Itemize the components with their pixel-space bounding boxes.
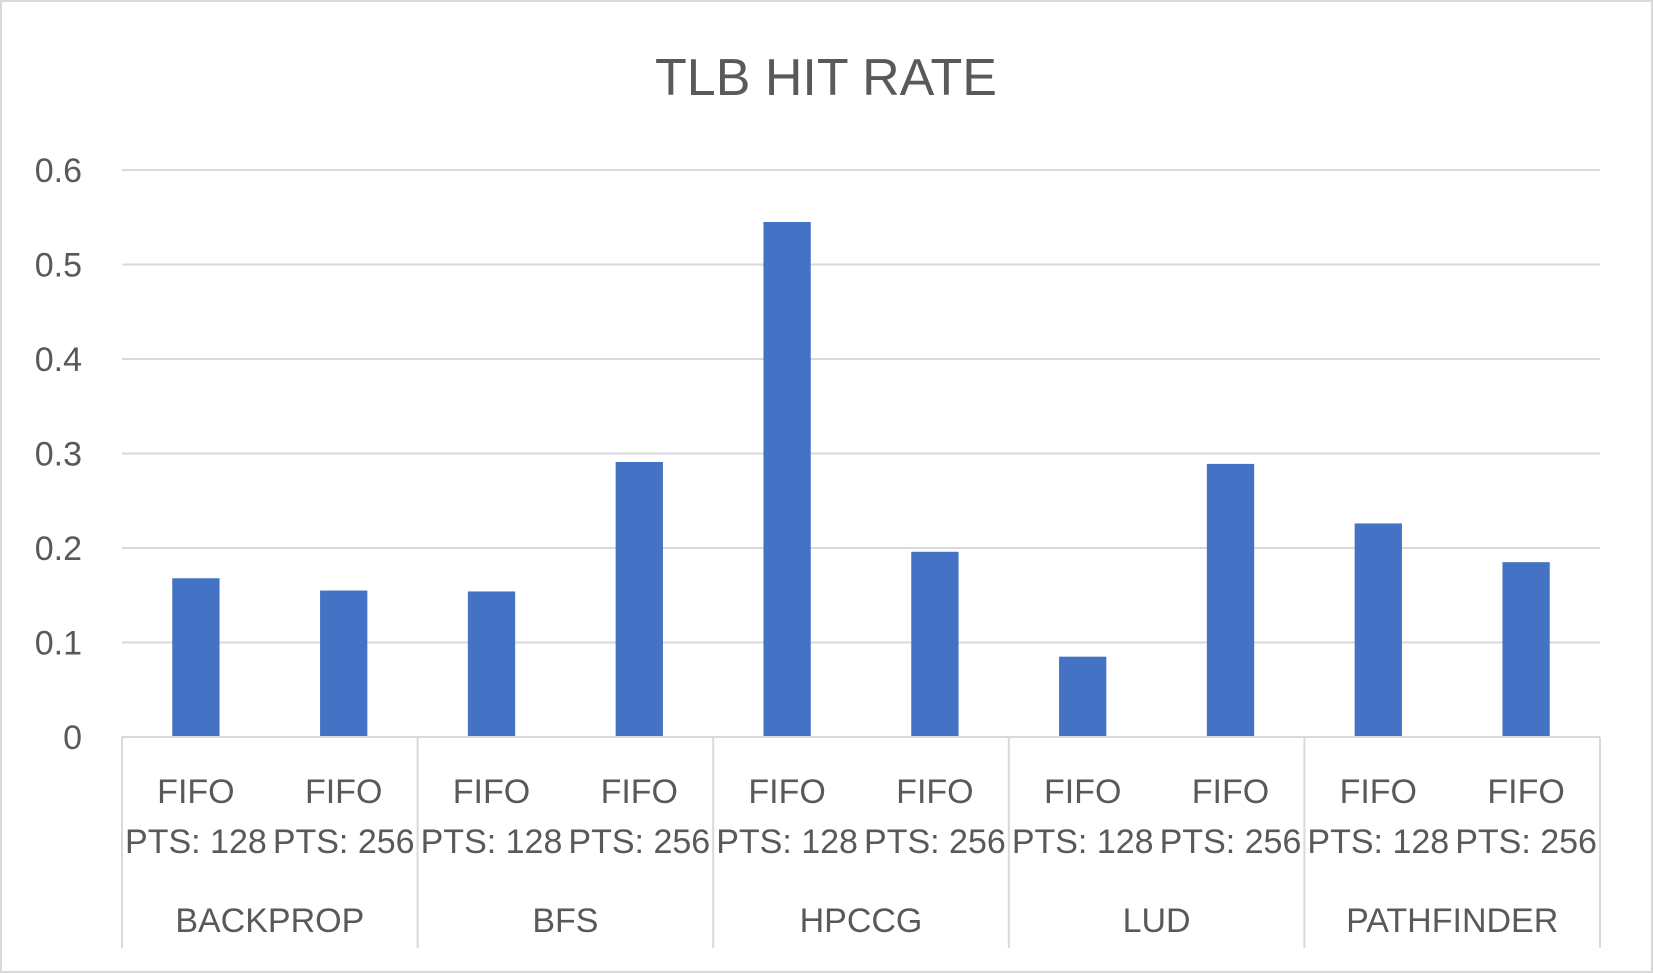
- bar: [1354, 523, 1402, 737]
- x-category-label: FIFO: [305, 773, 382, 811]
- x-category-label: PTS: 128: [1012, 823, 1154, 861]
- x-category-label: FIFO: [1192, 773, 1269, 811]
- bar: [615, 462, 663, 737]
- x-category-label: FIFO: [453, 773, 530, 811]
- x-group-label: BACKPROP: [175, 902, 364, 940]
- chart-title: TLB HIT RATE: [655, 49, 997, 107]
- x-group-label: PATHFINDER: [1346, 902, 1558, 940]
- gridlines: [122, 169, 1600, 644]
- bar: [911, 551, 959, 737]
- bar: [1502, 562, 1550, 737]
- bar: [1059, 656, 1107, 737]
- x-category-label: PTS: 128: [1307, 823, 1449, 861]
- x-group-label: HPCCG: [800, 902, 923, 940]
- x-category-label: FIFO: [748, 773, 825, 811]
- x-category-label: PTS: 256: [1160, 823, 1302, 861]
- x-category-label: PTS: 128: [421, 823, 563, 861]
- y-tick-label: 0: [63, 719, 82, 757]
- y-tick-label: 0.5: [35, 247, 82, 285]
- x-axis: FIFO PTS: 128 FIFO PTS: 256 BACKPROP FIFO PTS:…: [121, 736, 1601, 948]
- y-axis-ticks: 0 0.1 0.2 0.3 0.4 0.5 0.6: [35, 152, 82, 757]
- y-tick-label: 0.2: [35, 530, 82, 568]
- y-tick-label: 0.6: [35, 152, 82, 190]
- bar: [763, 221, 811, 738]
- x-group-label: LUD: [1123, 902, 1191, 940]
- x-category-label: PTS: 256: [568, 823, 710, 861]
- x-category-label: FIFO: [1487, 773, 1564, 811]
- bar: [320, 590, 368, 737]
- x-category-label: FIFO: [1044, 773, 1121, 811]
- y-tick-label: 0.3: [35, 436, 82, 474]
- x-category-label: PTS: 256: [273, 823, 415, 861]
- x-category-label: PTS: 256: [1455, 823, 1597, 861]
- y-tick-label: 0.4: [35, 341, 82, 379]
- x-category-label: FIFO: [157, 773, 234, 811]
- x-group-label: BFS: [532, 902, 598, 940]
- bar: [1206, 463, 1255, 737]
- y-tick-label: 0.1: [35, 625, 82, 663]
- x-category-label: FIFO: [896, 773, 973, 811]
- bar: [467, 591, 516, 737]
- bars: [172, 221, 1550, 738]
- x-category-label: FIFO: [601, 773, 678, 811]
- x-category-label: FIFO: [1340, 773, 1417, 811]
- bar: [172, 578, 220, 737]
- x-category-label: PTS: 128: [716, 823, 858, 861]
- x-category-label: PTS: 256: [864, 823, 1006, 861]
- x-category-label: PTS: 128: [125, 823, 267, 861]
